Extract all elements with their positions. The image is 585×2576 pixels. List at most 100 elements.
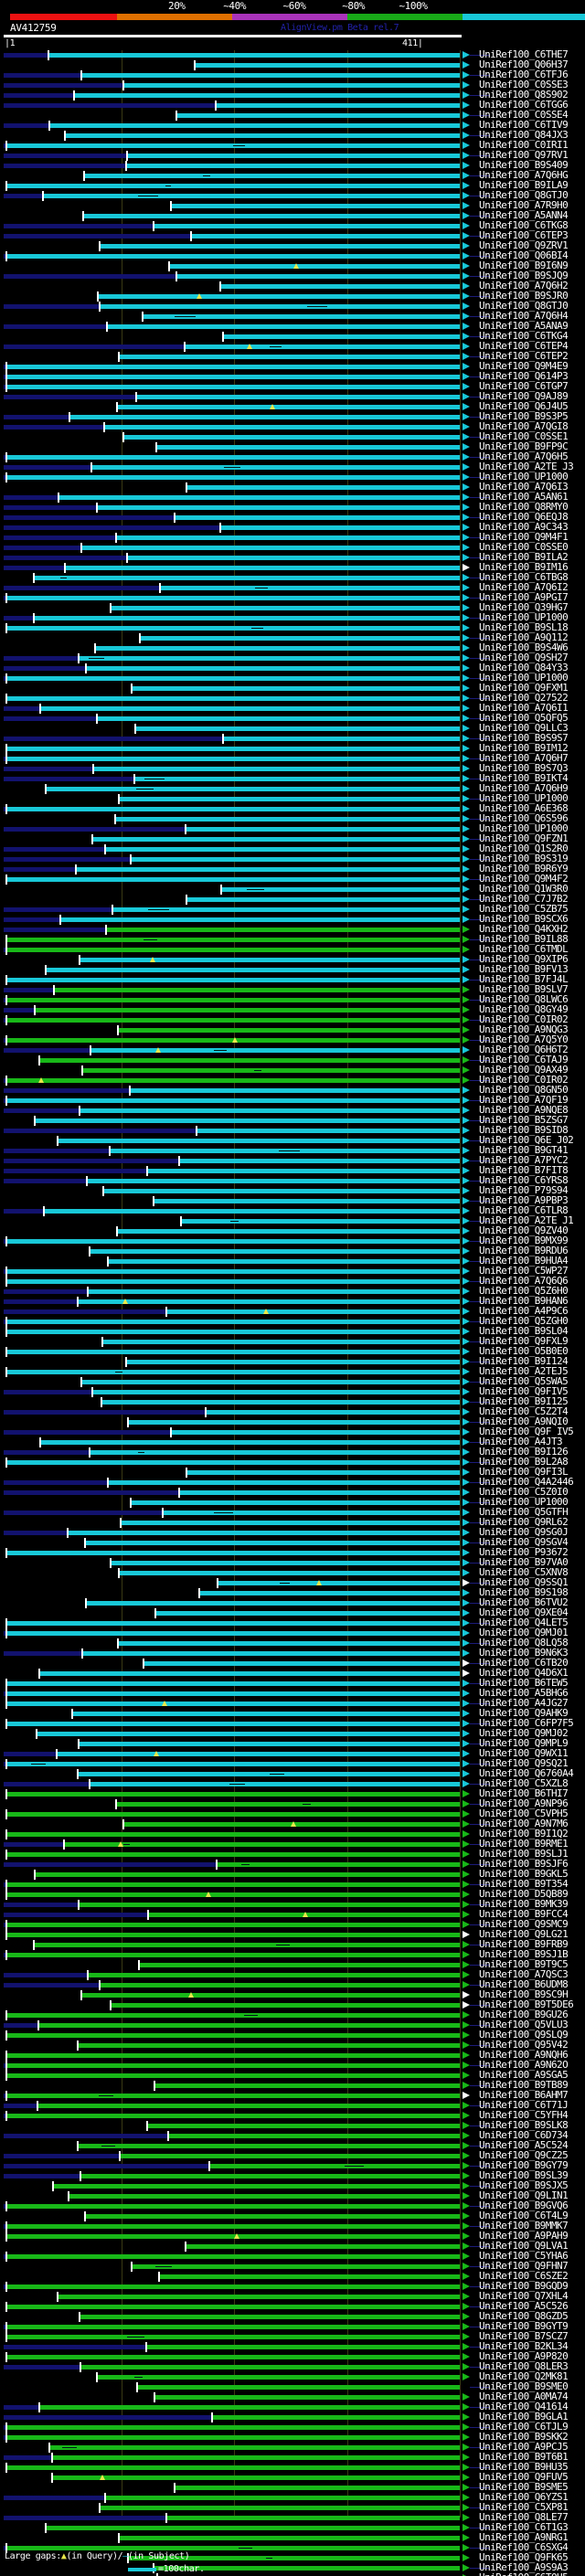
hit-accession-label[interactable]: UniRef100_Q9SLQ9 bbox=[479, 2029, 569, 2041]
hsp-bar[interactable] bbox=[167, 1309, 460, 1314]
alignment-row[interactable]: UniRef100_B9SLV7 bbox=[0, 984, 585, 995]
hsp-bar[interactable] bbox=[66, 566, 460, 570]
alignment-row[interactable]: UniRef100_B9L2A8 bbox=[0, 1457, 585, 1468]
hsp-bar[interactable] bbox=[36, 1872, 460, 1877]
alignment-row[interactable]: UniRef100_Q9FZN1 bbox=[0, 833, 585, 844]
hsp-bar[interactable] bbox=[164, 1511, 460, 1515]
hit-accession-label[interactable]: UniRef100_B9GU26 bbox=[479, 2009, 569, 2020]
hit-accession-label[interactable]: UniRef100_Q9AX49 bbox=[479, 1064, 569, 1076]
alignment-row[interactable]: UniRef100_C0IR02 bbox=[0, 1014, 585, 1025]
alignment-row[interactable]: UniRef100_B9SJF6 bbox=[0, 1859, 585, 1870]
hsp-bar[interactable] bbox=[90, 1249, 460, 1254]
alignment-row[interactable]: UniRef100_Q8GN50 bbox=[0, 1085, 585, 1096]
alignment-row[interactable]: UniRef100_B7FIT8 bbox=[0, 1165, 585, 1176]
hit-accession-label[interactable]: UniRef100_A9SGA5 bbox=[479, 2069, 569, 2081]
alignment-row[interactable]: UniRef100_C5VPH5 bbox=[0, 1808, 585, 1819]
hsp-bar[interactable] bbox=[161, 586, 460, 590]
hsp-bar[interactable] bbox=[112, 1561, 460, 1565]
hit-accession-label[interactable]: UniRef100_B9GY79 bbox=[479, 2159, 569, 2171]
alignment-row[interactable]: UniRef100_C6T0H5 bbox=[0, 2572, 585, 2576]
hit-accession-label[interactable]: UniRef100_B9S4W6 bbox=[479, 641, 569, 653]
alignment-row[interactable]: UniRef100_O5B0E0 bbox=[0, 1346, 585, 1357]
hit-accession-label[interactable]: UniRef100_C6TFJ6 bbox=[479, 69, 569, 80]
hit-accession-label[interactable]: UniRef100_A9C343 bbox=[479, 521, 569, 533]
hit-accession-label[interactable]: UniRef100_Q9SGV4 bbox=[479, 1536, 569, 1548]
alignment-row[interactable]: UniRef100_Q9RL62 bbox=[0, 1517, 585, 1528]
hit-accession-label[interactable]: UniRef100_B9IKT4 bbox=[479, 772, 569, 784]
hsp-bar[interactable] bbox=[80, 958, 460, 962]
alignment-row[interactable]: UniRef100_Q8GZD5 bbox=[0, 2311, 585, 2322]
hsp-bar[interactable] bbox=[120, 797, 460, 801]
hsp-bar[interactable] bbox=[98, 2375, 460, 2380]
alignment-row[interactable]: UniRef100_B9GQD9 bbox=[0, 2280, 585, 2292]
hsp-bar[interactable] bbox=[89, 1973, 460, 1977]
hsp-bar[interactable] bbox=[7, 365, 460, 369]
alignment-row[interactable]: UniRef100_A9P820 bbox=[0, 2351, 585, 2362]
hit-accession-label[interactable]: UniRef100_A9N7M6 bbox=[479, 1818, 569, 1829]
alignment-row[interactable]: UniRef100_B9S9S7 bbox=[0, 733, 585, 744]
hit-accession-label[interactable]: UniRef100_Q9SSQ1 bbox=[479, 1576, 569, 1588]
hsp-bar[interactable] bbox=[70, 415, 460, 419]
hit-accession-label[interactable]: UniRef100_C6SZE2 bbox=[479, 2270, 569, 2282]
alignment-row[interactable]: UniRef100_Q9FK65 bbox=[0, 2552, 585, 2563]
hsp-bar[interactable] bbox=[7, 1621, 460, 1626]
hit-accession-label[interactable]: UniRef100_Q9AHK9 bbox=[479, 1707, 569, 1719]
hit-accession-label[interactable]: UniRef100_A9S9A3 bbox=[479, 2561, 569, 2573]
alignment-row[interactable]: UniRef100_A7QF19 bbox=[0, 1095, 585, 1106]
hsp-bar[interactable] bbox=[87, 666, 460, 671]
hit-accession-label[interactable]: UniRef100_B9N6K3 bbox=[479, 1647, 569, 1659]
alignment-row[interactable]: UniRef100_C6T4L9 bbox=[0, 2210, 585, 2221]
hit-accession-label[interactable]: UniRef100_UP1000 bbox=[479, 611, 569, 623]
alignment-row[interactable]: UniRef100_Q8LWC6 bbox=[0, 994, 585, 1005]
alignment-row[interactable]: UniRef100_B9S4W6 bbox=[0, 641, 585, 653]
hsp-bar[interactable] bbox=[94, 767, 460, 771]
alignment-row[interactable]: UniRef100_B9S3P5 bbox=[0, 410, 585, 422]
hit-accession-label[interactable]: UniRef100_A7Q6I3 bbox=[479, 481, 569, 493]
hit-accession-label[interactable]: UniRef100_A9PBP3 bbox=[479, 1194, 569, 1206]
alignment-row[interactable]: UniRef100_B9GU26 bbox=[0, 2009, 585, 2020]
hit-accession-label[interactable]: UniRef100_A7Q6H7 bbox=[479, 752, 569, 764]
hsp-bar[interactable] bbox=[148, 2124, 460, 2128]
hit-accession-label[interactable]: UniRef100_B9SJX5 bbox=[479, 2179, 569, 2191]
alignment-row[interactable]: UniRef100_Q9AJ89 bbox=[0, 391, 585, 402]
hit-accession-label[interactable]: UniRef100_B9GQD9 bbox=[479, 2280, 569, 2292]
hsp-bar[interactable] bbox=[7, 1812, 460, 1817]
hit-accession-label[interactable]: UniRef100_B9ILA9 bbox=[479, 179, 569, 191]
alignment-row[interactable]: UniRef100_A9NP96 bbox=[0, 1797, 585, 1809]
alignment-row[interactable]: UniRef100_B9SLJ1 bbox=[0, 1849, 585, 1860]
hsp-bar[interactable] bbox=[38, 2104, 460, 2108]
hit-accession-label[interactable]: UniRef100_B9S7Q3 bbox=[479, 762, 569, 774]
alignment-row[interactable]: UniRef100_Q9ZV40 bbox=[0, 1224, 585, 1236]
hit-accession-label[interactable]: UniRef100_A9NP96 bbox=[479, 1797, 569, 1809]
hit-accession-label[interactable]: UniRef100_Q9MPL9 bbox=[479, 1737, 569, 1749]
alignment-row[interactable]: UniRef100_B6THI7 bbox=[0, 1788, 585, 1799]
alignment-row[interactable]: UniRef100_A9NQI0 bbox=[0, 1416, 585, 1427]
hsp-bar[interactable] bbox=[7, 877, 460, 882]
hit-accession-label[interactable]: UniRef100_B9S3P5 bbox=[479, 410, 569, 422]
alignment-row[interactable]: UniRef100_Q9M4F1 bbox=[0, 532, 585, 543]
hsp-bar[interactable] bbox=[221, 284, 460, 289]
alignment-row[interactable]: UniRef100_A9C343 bbox=[0, 521, 585, 533]
hit-accession-label[interactable]: UniRef100_B9SC9H bbox=[479, 1988, 569, 2000]
hsp-bar[interactable] bbox=[177, 274, 460, 279]
hit-accession-label[interactable]: UniRef100_C5YHA6 bbox=[479, 2250, 569, 2262]
hit-accession-label[interactable]: UniRef100_Q9MJ02 bbox=[479, 1727, 569, 1739]
alignment-row[interactable]: UniRef100_Q1S2R0 bbox=[0, 843, 585, 854]
hit-accession-label[interactable]: UniRef100_Q9ZV40 bbox=[479, 1224, 569, 1236]
alignment-row[interactable]: UniRef100_B9I125 bbox=[0, 1396, 585, 1407]
hit-accession-label[interactable]: UniRef100_Q27522 bbox=[479, 692, 569, 704]
hsp-bar[interactable] bbox=[133, 686, 460, 691]
alignment-row[interactable]: UniRef100_C6TKG4 bbox=[0, 331, 585, 342]
hsp-bar[interactable] bbox=[40, 1058, 460, 1063]
hsp-bar[interactable] bbox=[170, 264, 460, 269]
alignment-row[interactable]: UniRef100_C6TGG6 bbox=[0, 100, 585, 111]
hsp-bar[interactable] bbox=[172, 1430, 460, 1435]
hit-accession-label[interactable]: UniRef100_Q84Y33 bbox=[479, 662, 569, 673]
hit-accession-label[interactable]: UniRef100_B9I126 bbox=[479, 1446, 569, 1458]
alignment-row[interactable]: UniRef100_A7Q6H7 bbox=[0, 752, 585, 764]
hsp-bar[interactable] bbox=[7, 1681, 460, 1686]
alignment-row[interactable]: UniRef100_A5C526 bbox=[0, 2301, 585, 2312]
alignment-row[interactable]: UniRef100_C5YFH4 bbox=[0, 2110, 585, 2121]
hsp-bar[interactable] bbox=[102, 1400, 460, 1405]
hsp-bar[interactable] bbox=[101, 304, 460, 309]
